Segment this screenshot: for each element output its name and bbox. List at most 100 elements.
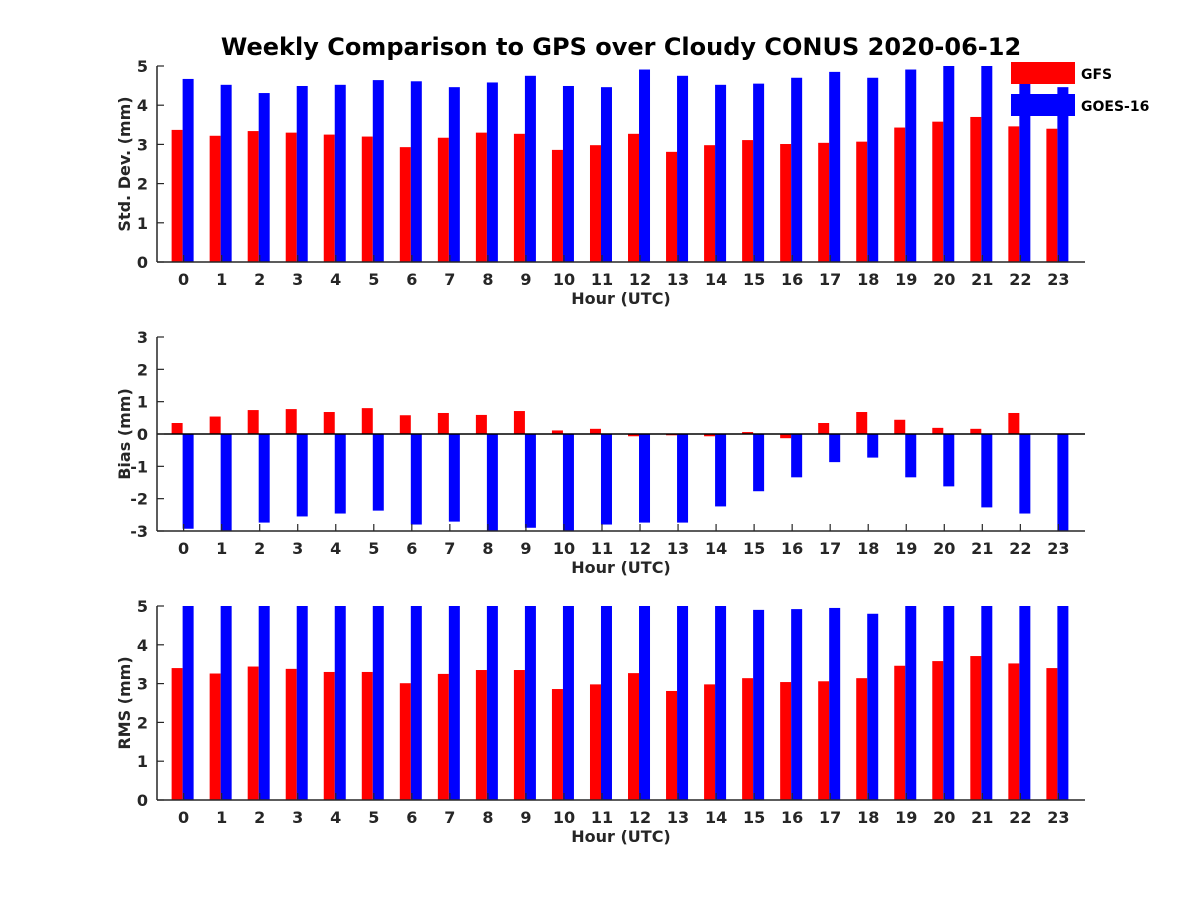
x-tick-label: 0: [178, 270, 189, 289]
bar-goes-16-19: [905, 434, 917, 478]
y-tick-label: 0: [137, 791, 148, 810]
x-tick-label: 20: [933, 539, 955, 558]
bar-gfs-4: [323, 134, 335, 262]
y-tick-label: 1: [137, 752, 148, 771]
bar-goes-16-10: [562, 434, 574, 531]
x-tick-label: 16: [781, 808, 803, 827]
bar-gfs-21: [970, 116, 982, 263]
bar-gfs-17: [818, 142, 830, 262]
bar-goes-16-4: [334, 84, 346, 262]
x-tick-label: 4: [330, 270, 341, 289]
bar-goes-16-18: [867, 434, 879, 458]
x-tick-label: 8: [482, 539, 493, 558]
bar-goes-16-1: [220, 606, 232, 800]
y-tick-label: 3: [137, 135, 148, 154]
bar-goes-16-8: [486, 606, 498, 800]
bar-gfs-21: [970, 428, 982, 434]
bar-gfs-23: [1046, 668, 1058, 800]
bar-goes-16-9: [524, 434, 536, 528]
bar-gfs-14: [704, 434, 716, 437]
x-tick-label: 13: [667, 539, 689, 558]
x-tick-label: 14: [705, 808, 727, 827]
bar-goes-16-22: [1019, 75, 1031, 262]
bar-goes-16-0: [182, 78, 194, 262]
bar-gfs-20: [932, 661, 944, 800]
x-tick-label: 6: [406, 270, 417, 289]
bar-gfs-4: [323, 412, 335, 434]
bar-goes-16-18: [867, 77, 879, 262]
x-tick-label: 21: [971, 539, 993, 558]
bar-goes-16-21: [981, 66, 993, 262]
x-tick-label: 13: [667, 270, 689, 289]
x-tick-label: 23: [1047, 270, 1069, 289]
bar-goes-16-22: [1019, 606, 1031, 800]
bar-goes-16-16: [791, 434, 803, 478]
bar-goes-16-4: [334, 606, 346, 800]
bar-gfs-1: [209, 135, 221, 262]
bar-goes-16-16: [791, 77, 803, 262]
bar-gfs-15: [742, 140, 754, 262]
x-tick-label: 22: [1009, 808, 1031, 827]
bar-gfs-16: [780, 434, 792, 439]
bar-goes-16-14: [715, 606, 727, 800]
bar-gfs-12: [628, 673, 640, 800]
x-axis-label: Hour (UTC): [571, 289, 671, 308]
x-tick-label: 11: [591, 270, 613, 289]
x-tick-label: 8: [482, 808, 493, 827]
x-tick-label: 19: [895, 270, 917, 289]
y-tick-label: 3: [137, 675, 148, 694]
bar-gfs-11: [589, 428, 601, 434]
bar-gfs-9: [513, 670, 525, 800]
bar-gfs-3: [285, 132, 297, 262]
x-tick-label: 16: [781, 270, 803, 289]
bar-gfs-22: [1008, 412, 1020, 434]
bar-gfs-5: [361, 671, 373, 800]
bar-goes-16-23: [1057, 606, 1069, 800]
x-tick-label: 11: [591, 808, 613, 827]
x-tick-label: 7: [444, 808, 455, 827]
y-tick-label: -2: [130, 490, 148, 509]
bar-goes-16-2: [258, 93, 270, 262]
bar-goes-16-5: [372, 434, 384, 511]
x-tick-label: 6: [406, 808, 417, 827]
x-tick-label: 9: [520, 539, 531, 558]
bar-gfs-7: [437, 673, 449, 800]
x-tick-label: 15: [743, 539, 765, 558]
bar-goes-16-3: [296, 606, 308, 800]
bar-goes-16-17: [829, 434, 841, 463]
bar-goes-16-8: [486, 434, 498, 531]
y-tick-label: 4: [137, 636, 148, 655]
bar-gfs-2: [247, 410, 259, 434]
x-tick-label: 21: [971, 808, 993, 827]
bar-gfs-5: [361, 136, 373, 262]
x-tick-label: 2: [254, 539, 265, 558]
bar-goes-16-18: [867, 613, 879, 800]
bar-gfs-18: [856, 141, 868, 262]
legend-swatch-gfs: [1011, 62, 1075, 84]
bar-gfs-13: [666, 151, 678, 262]
x-tick-label: 15: [743, 808, 765, 827]
x-tick-label: 13: [667, 808, 689, 827]
bar-goes-16-11: [600, 434, 612, 525]
bar-gfs-16: [780, 682, 792, 800]
bar-gfs-23: [1046, 128, 1058, 262]
bar-goes-16-1: [220, 84, 232, 262]
y-tick-label: 1: [137, 214, 148, 233]
bar-goes-16-20: [943, 606, 955, 800]
bar-gfs-0: [171, 129, 183, 262]
bar-gfs-16: [780, 144, 792, 262]
bar-goes-16-15: [753, 83, 765, 262]
x-tick-label: 18: [857, 270, 879, 289]
chart-title: Weekly Comparison to GPS over Cloudy CON…: [221, 33, 1021, 61]
bar-goes-16-20: [943, 66, 955, 262]
bar-gfs-6: [399, 415, 411, 434]
bar-goes-16-13: [677, 434, 689, 523]
bar-goes-16-11: [600, 606, 612, 800]
x-tick-label: 12: [629, 808, 651, 827]
bar-goes-16-21: [981, 606, 993, 800]
bar-gfs-17: [818, 681, 830, 800]
bar-gfs-8: [475, 132, 487, 262]
